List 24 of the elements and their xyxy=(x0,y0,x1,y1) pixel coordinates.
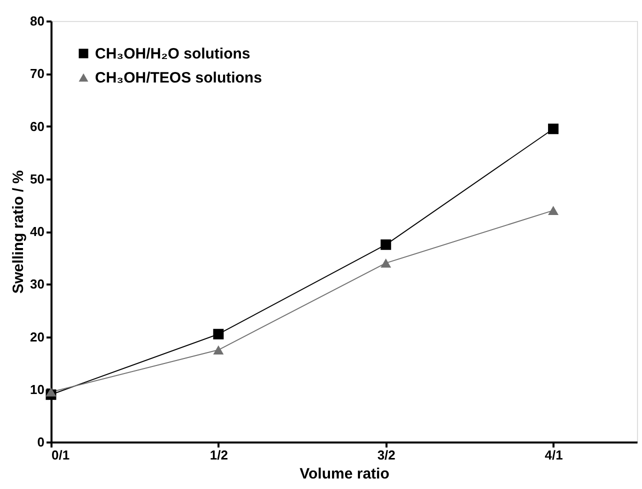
point xyxy=(380,258,392,268)
y-tick-label: 10 xyxy=(30,382,44,397)
y-tick-label: 40 xyxy=(30,224,44,239)
y-tick-label: 0 xyxy=(37,434,44,450)
y-tick-label: 30 xyxy=(30,276,44,292)
legend-label: CH₃OH/TEOS solutions xyxy=(95,70,262,86)
point xyxy=(380,239,392,250)
y-tick-label: 80 xyxy=(30,14,44,28)
y-tick-label: 50 xyxy=(30,171,44,186)
x-axis-title: Volume ratio xyxy=(300,466,390,482)
point xyxy=(46,387,56,397)
point xyxy=(548,206,559,215)
legend-label: CH₃OH/H₂O solutions xyxy=(95,46,250,62)
x-tick-label: 1/2 xyxy=(210,448,228,462)
y-tick-label: 60 xyxy=(30,118,44,134)
point xyxy=(213,345,224,354)
y-tick-label: 70 xyxy=(30,66,44,82)
x-tick-label: 4/1 xyxy=(544,448,563,462)
y-tick-label: 20 xyxy=(30,329,44,344)
point xyxy=(213,328,224,340)
point xyxy=(548,124,559,134)
x-tick-label: 0/1 xyxy=(52,448,70,462)
y-axis-title: Swelling ratio / % xyxy=(10,170,28,294)
x-tick-label: 3/2 xyxy=(377,448,396,462)
